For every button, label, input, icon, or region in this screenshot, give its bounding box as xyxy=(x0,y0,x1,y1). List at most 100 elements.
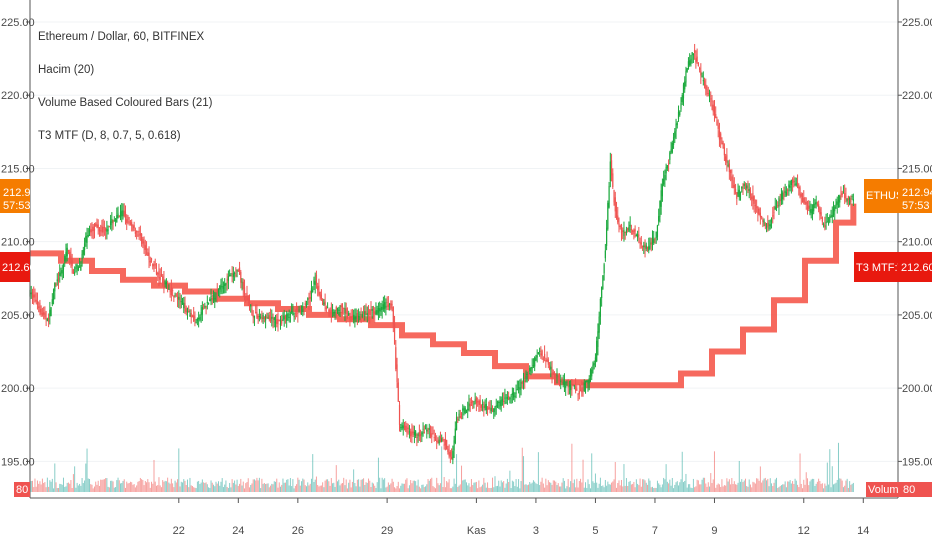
volume-bar xyxy=(339,485,341,492)
candle-body xyxy=(827,222,830,224)
volume-bar xyxy=(38,483,40,492)
volume-bar xyxy=(237,485,239,492)
candle-body xyxy=(639,241,641,243)
volume-bar xyxy=(134,487,136,492)
volume-bar xyxy=(580,478,582,492)
volume-bar xyxy=(390,483,392,492)
candle-body xyxy=(460,413,463,415)
legend-t3[interactable]: T3 MTF (D, 8, 0.7, 5, 0.618) xyxy=(38,130,181,142)
candle-body xyxy=(723,147,725,156)
volume-bar xyxy=(349,479,351,492)
candle-body xyxy=(826,221,828,223)
candle-body xyxy=(472,400,474,403)
volume-bar xyxy=(508,482,510,492)
volume-bar xyxy=(165,481,167,492)
volume-bar xyxy=(707,482,709,492)
candle-body xyxy=(356,313,358,318)
volume-bar xyxy=(116,480,118,492)
candle-body xyxy=(779,199,781,202)
candle-body xyxy=(831,214,833,218)
candle-body xyxy=(464,408,466,414)
volume-bar xyxy=(484,482,486,492)
volume-bar xyxy=(158,477,160,492)
volume-bar xyxy=(270,485,272,492)
volume-bar xyxy=(795,480,797,492)
candle-body xyxy=(635,234,637,237)
candle-body xyxy=(418,431,420,437)
candle-body xyxy=(725,156,727,162)
volume-bar xyxy=(428,480,430,492)
volume-bar xyxy=(806,478,808,492)
volume-bar xyxy=(823,488,825,492)
volume-bar xyxy=(723,485,725,492)
volume-bar xyxy=(343,477,345,492)
candle-body xyxy=(153,264,155,267)
volume-bar xyxy=(488,487,490,492)
candle-body xyxy=(240,272,242,283)
time-axis-ticks[interactable]: 22 24 26 29 Kas 3 5 7 9 12 14 xyxy=(173,498,870,537)
volume-bar xyxy=(518,479,520,492)
time-tick-label: 26 xyxy=(292,525,304,537)
volume-bar xyxy=(663,477,665,492)
volume-bar xyxy=(227,487,229,492)
candle-body xyxy=(436,440,438,443)
legend-symbol[interactable]: Ethereum / Dollar, 60, BITFINEX xyxy=(38,31,205,43)
candle-body xyxy=(615,210,618,218)
candle-body xyxy=(298,309,300,311)
right-tick-label: 200.00 xyxy=(902,383,932,395)
volume-bar xyxy=(400,485,402,492)
volume-bar xyxy=(132,484,134,492)
legend-volume[interactable]: Hacim (20) xyxy=(38,64,94,76)
candle-body xyxy=(34,294,36,298)
candle-body xyxy=(785,191,787,196)
candle-body xyxy=(475,397,477,404)
volume-bar xyxy=(418,486,420,492)
candle-body xyxy=(417,433,419,437)
candle-body xyxy=(607,202,609,229)
volume-bar xyxy=(556,485,558,492)
candle-body xyxy=(582,387,584,389)
candle-body xyxy=(366,313,368,316)
candle-body xyxy=(325,307,327,310)
volume-bar xyxy=(195,488,197,492)
candle-body xyxy=(721,140,723,144)
candle-body xyxy=(274,321,277,323)
volume-bar xyxy=(323,487,325,492)
candle-body xyxy=(552,372,554,375)
volume-bar xyxy=(591,453,593,492)
candle-body xyxy=(216,290,218,295)
volume-bar xyxy=(671,477,673,492)
candle-body xyxy=(463,406,465,410)
volume-bar xyxy=(266,483,268,492)
candle-body xyxy=(297,312,299,314)
volume-bar xyxy=(241,485,243,492)
volume-bar xyxy=(443,477,445,492)
candle-body xyxy=(141,233,143,245)
volume-bar xyxy=(784,481,786,492)
candle-body xyxy=(88,230,91,233)
volume-bar xyxy=(618,480,620,492)
candle-body xyxy=(727,164,729,166)
candle-body xyxy=(81,253,83,260)
candle-body xyxy=(397,382,399,402)
candle-body xyxy=(152,263,154,267)
candle-body xyxy=(655,231,657,239)
candle-body xyxy=(773,212,775,214)
volume-bar xyxy=(701,479,703,492)
volume-bar xyxy=(744,478,746,492)
volume-bar xyxy=(368,478,370,492)
volume-bar xyxy=(308,485,310,492)
candle-body xyxy=(663,179,665,185)
volume-bar xyxy=(711,483,713,492)
left-tick-label: 200.00 xyxy=(1,383,35,395)
ethusd-label-bg xyxy=(864,179,898,213)
price-axis-ticks[interactable]: 195.00 195.00 200.00 200.00 205.00 205.00 210.… xyxy=(1,17,932,468)
candle-body xyxy=(738,189,740,198)
volume-bar xyxy=(789,480,791,492)
candle-body xyxy=(443,444,445,446)
volume-bar xyxy=(441,446,443,492)
legend-vbcb[interactable]: Volume Based Coloured Bars (21) xyxy=(38,97,213,109)
candle-body xyxy=(241,281,243,283)
volume-bar xyxy=(537,452,539,492)
candle-body xyxy=(825,221,827,224)
